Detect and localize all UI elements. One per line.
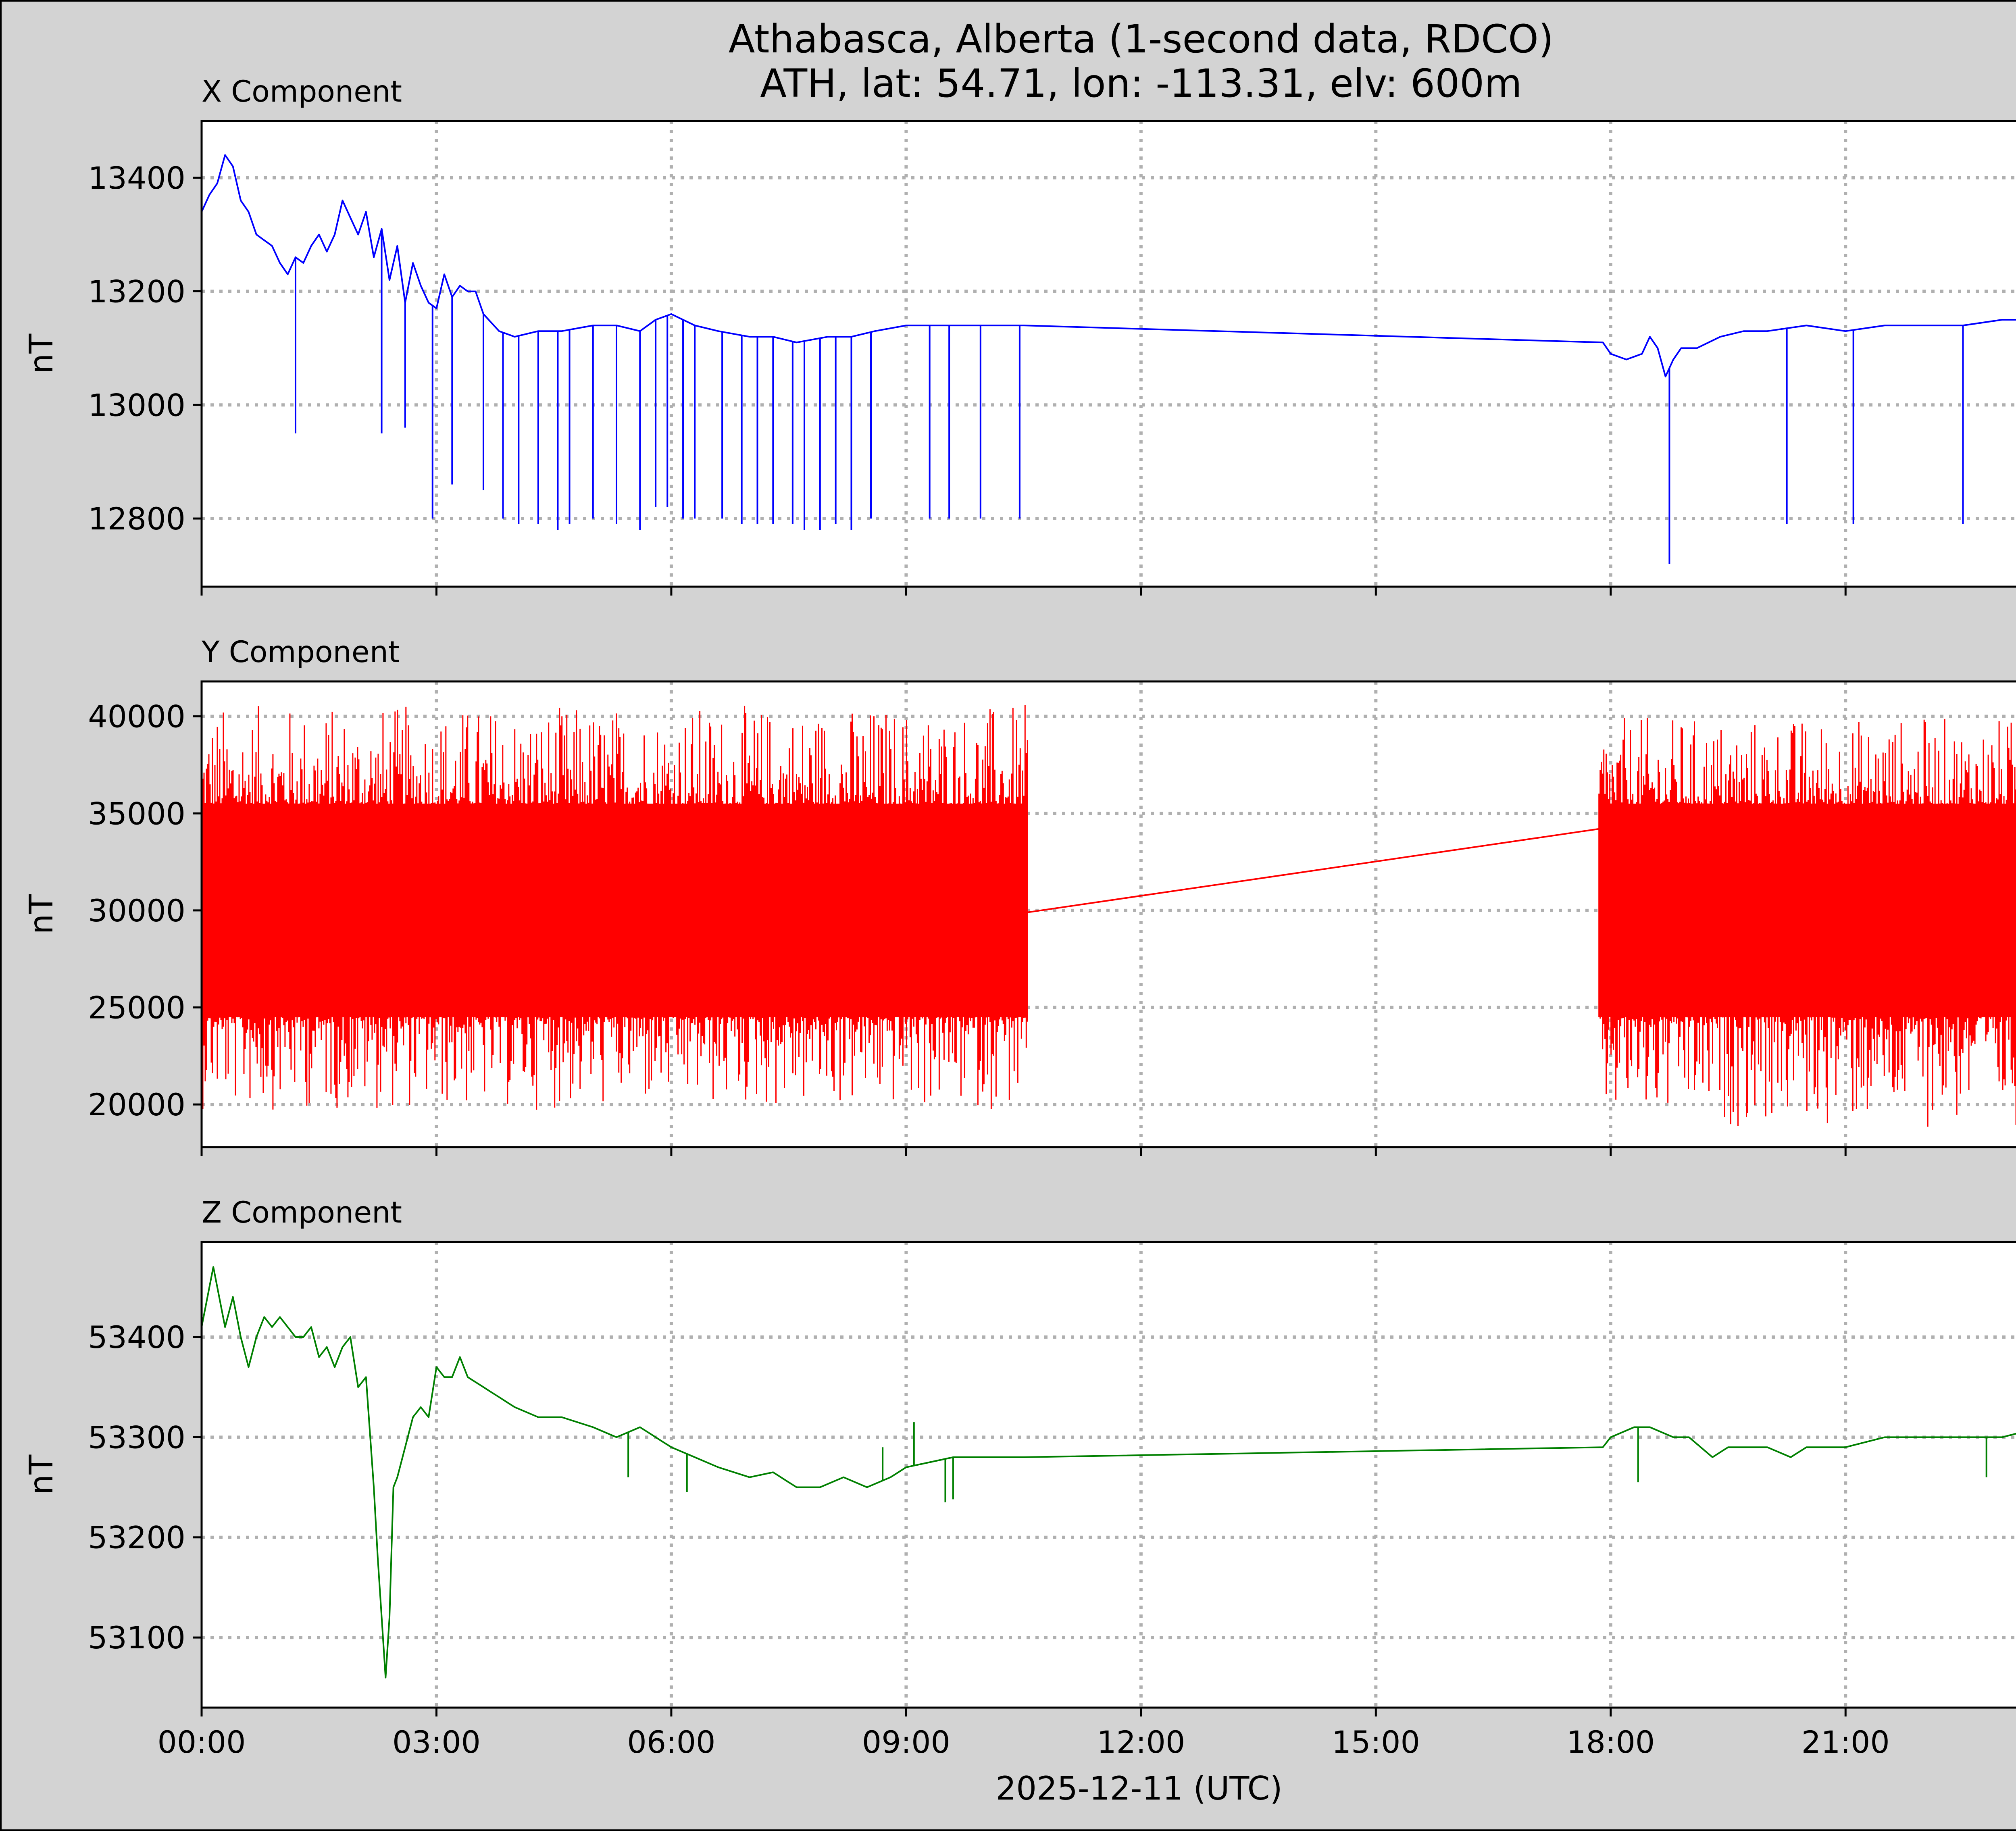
y-tick-label: 53200 bbox=[88, 1520, 185, 1556]
series-segment-1 bbox=[201, 705, 1028, 1110]
y-tick-label: 35000 bbox=[88, 796, 185, 831]
chart-title-line2: ATH, lat: 54.71, lon: -113.31, elv: 600m bbox=[760, 61, 1522, 106]
y-tick-label: 40000 bbox=[88, 699, 185, 735]
chart-title-line1: Athabasca, Alberta (1-second data, RDCO) bbox=[729, 17, 1554, 62]
y-tick-label: 53100 bbox=[88, 1620, 185, 1656]
plot-frame bbox=[200, 1241, 2016, 1709]
plot-area bbox=[202, 1242, 2016, 1708]
y-tick-label: 13000 bbox=[88, 387, 185, 423]
x-tick-label: 03:00 bbox=[392, 1724, 481, 1760]
panel-title: X Component bbox=[202, 75, 402, 109]
x-tick-label: 09:00 bbox=[862, 1724, 950, 1760]
panel-y: 20000 25000 30000 35000 40000 Y Component nT bbox=[23, 635, 2016, 1156]
x-tick-label: 21:00 bbox=[1801, 1724, 1890, 1760]
y-tick-label: 20000 bbox=[88, 1087, 185, 1123]
plot-area bbox=[202, 121, 2016, 587]
y-axis-label: nT bbox=[23, 894, 60, 935]
y-tick-label: 30000 bbox=[88, 893, 185, 929]
y-tick-label: 53400 bbox=[88, 1319, 185, 1355]
y-tick-label: 53300 bbox=[88, 1419, 185, 1455]
y-axis-label: nT bbox=[23, 333, 60, 374]
plot-frame bbox=[200, 120, 2016, 588]
panel-z: 00:00 03:00 06:00 09:00 12:00 15:00 18:00 21:00… bbox=[23, 1196, 2016, 1760]
x-tick-label: 12:00 bbox=[1097, 1724, 1185, 1760]
panel-x: 12800 13000 13200 13400 X Component nT bbox=[23, 75, 2016, 596]
x-tick-label: 15:00 bbox=[1332, 1724, 1420, 1760]
y-axis-label: nT bbox=[23, 1454, 60, 1495]
series-gap-line bbox=[1027, 828, 1599, 913]
series-noise bbox=[1598, 718, 2016, 1127]
x-tick-label: 00:00 bbox=[157, 1724, 246, 1760]
x-tick-label: 18:00 bbox=[1566, 1724, 1655, 1760]
panel-title: Y Component bbox=[201, 635, 400, 669]
plot-frame bbox=[200, 680, 2016, 1148]
x-axis-label: 2025-12-11 (UTC) bbox=[996, 1770, 1282, 1807]
y-tick-label: 13200 bbox=[88, 274, 185, 310]
x-tick-label: 06:00 bbox=[627, 1724, 715, 1760]
series-segment-2 bbox=[1598, 718, 2016, 1127]
series-line bbox=[201, 1266, 2016, 1679]
y-tick-label: 25000 bbox=[88, 990, 185, 1026]
panel-title: Z Component bbox=[202, 1196, 402, 1230]
panels: 12800 13000 13200 13400 X Component nT 20000 25… bbox=[23, 75, 2016, 1760]
y-tick-label: 12800 bbox=[88, 501, 185, 537]
y-tick-label: 13400 bbox=[88, 160, 185, 196]
